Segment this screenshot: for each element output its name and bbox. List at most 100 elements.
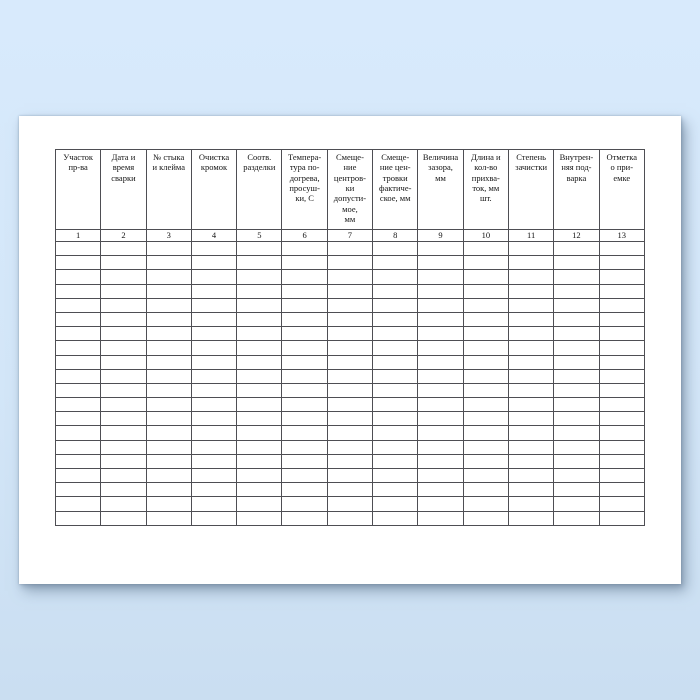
empty-cell: [553, 482, 600, 498]
empty-cell: [54, 425, 102, 441]
empty-cell: [190, 382, 238, 399]
empty-cell: [54, 482, 102, 498]
empty-cell: [145, 255, 192, 271]
column-header-7: Смеще- ние центров- ки допусти- мое, мм: [326, 149, 374, 230]
empty-cell: [462, 255, 509, 271]
empty-cell: [462, 411, 509, 427]
empty-cell: [281, 368, 328, 384]
header-number-row: 1 2 3 4 5 6 7 8 9 10 11 12 13: [54, 229, 646, 242]
empty-cell: [281, 297, 328, 313]
empty-cell: [507, 368, 555, 384]
empty-cell: [54, 240, 102, 257]
empty-cell: [100, 368, 147, 384]
empty-cell: [507, 496, 555, 512]
empty-cell: [100, 482, 147, 498]
column-header-5: Соотв. разделки: [236, 149, 283, 230]
empty-cell: [281, 467, 328, 484]
empty-cell: [507, 453, 555, 470]
empty-cell: [281, 397, 328, 413]
empty-cell: [507, 482, 555, 498]
empty-cell: [326, 354, 374, 370]
column-header-1: Участок пр-ва: [54, 149, 102, 230]
empty-cell: [236, 283, 283, 299]
empty-cell: [417, 439, 464, 455]
empty-cell: [145, 411, 192, 427]
empty-cell: [462, 269, 509, 285]
empty-cell: [598, 269, 646, 285]
empty-cell: [326, 297, 374, 313]
empty-cell: [417, 482, 464, 498]
empty-cell: [145, 297, 192, 313]
empty-cell: [372, 382, 419, 399]
empty-cell: [417, 283, 464, 299]
column-number-1: 1: [54, 229, 102, 242]
empty-cell: [54, 326, 102, 342]
empty-cell: [145, 354, 192, 370]
table-row: [54, 397, 646, 413]
empty-cell: [326, 439, 374, 455]
empty-cell: [100, 425, 147, 441]
table-row: [54, 453, 646, 470]
header-label-row: Участок пр-ва Дата и время сварки № стыка …: [54, 149, 646, 230]
empty-cell: [417, 368, 464, 384]
empty-cell: [281, 510, 328, 526]
empty-cell: [54, 283, 102, 299]
empty-cell: [326, 397, 374, 413]
empty-cell: [372, 425, 419, 441]
empty-cell: [417, 340, 464, 356]
empty-cell: [553, 382, 600, 399]
empty-cell: [236, 439, 283, 455]
empty-cell: [462, 482, 509, 498]
empty-cell: [281, 326, 328, 342]
empty-cell: [598, 340, 646, 356]
empty-cell: [598, 425, 646, 441]
table-row: [54, 340, 646, 356]
column-number-10: 10: [462, 229, 509, 242]
column-number-5: 5: [236, 229, 283, 242]
welding-log-table: Участок пр-ва Дата и время сварки № стыка …: [54, 149, 646, 526]
empty-cell: [54, 340, 102, 356]
empty-cell: [100, 240, 147, 257]
empty-cell: [507, 240, 555, 257]
empty-cell: [462, 283, 509, 299]
empty-cell: [372, 240, 419, 257]
empty-cell: [462, 439, 509, 455]
column-header-11: Степень зачистки: [507, 149, 555, 230]
empty-cell: [190, 496, 238, 512]
empty-cell: [598, 240, 646, 257]
empty-cell: [100, 382, 147, 399]
empty-cell: [372, 368, 419, 384]
document-page: Участок пр-ва Дата и время сварки № стыка …: [19, 116, 681, 584]
empty-cell: [190, 354, 238, 370]
column-number-8: 8: [372, 229, 419, 242]
column-number-6: 6: [281, 229, 328, 242]
empty-cell: [326, 510, 374, 526]
empty-cell: [145, 269, 192, 285]
empty-cell: [281, 340, 328, 356]
empty-cell: [462, 510, 509, 526]
empty-cell: [598, 368, 646, 384]
empty-cell: [236, 326, 283, 342]
empty-cell: [281, 482, 328, 498]
empty-cell: [462, 368, 509, 384]
empty-cell: [507, 269, 555, 285]
empty-cell: [236, 397, 283, 413]
empty-cell: [326, 255, 374, 271]
empty-cell: [54, 411, 102, 427]
empty-cell: [553, 269, 600, 285]
empty-cell: [190, 255, 238, 271]
empty-cell: [100, 311, 147, 328]
empty-cell: [462, 311, 509, 328]
empty-cell: [190, 411, 238, 427]
empty-cell: [372, 453, 419, 470]
empty-cell: [145, 496, 192, 512]
empty-cell: [326, 496, 374, 512]
table-row: [54, 269, 646, 285]
empty-cell: [372, 510, 419, 526]
empty-cell: [236, 269, 283, 285]
empty-cell: [190, 283, 238, 299]
empty-cell: [281, 311, 328, 328]
empty-cell: [326, 269, 374, 285]
empty-cell: [372, 482, 419, 498]
column-header-6: Темпера- тура по- догрева, просуш- ки, С: [281, 149, 328, 230]
